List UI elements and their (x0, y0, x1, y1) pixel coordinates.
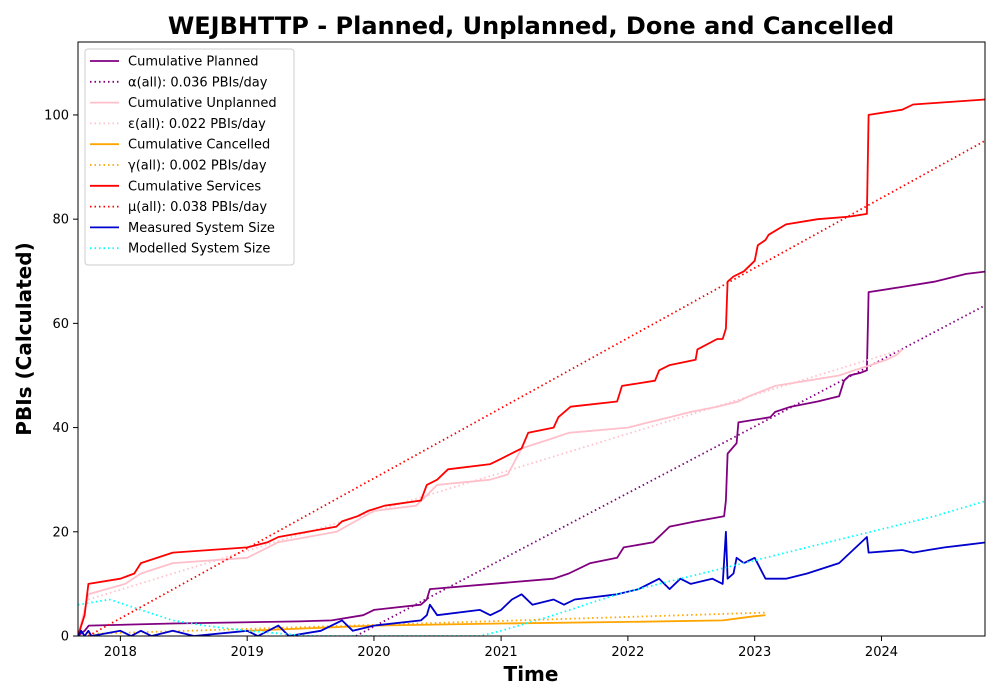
series-measured-system-size (78, 530, 985, 636)
series-cumulative-planned (78, 270, 985, 636)
legend-label: α(all): 0.036 PBIs/day (128, 75, 268, 90)
y-tick-label: 0 (61, 630, 69, 645)
series-all-0-002-pbis-day (88, 611, 766, 635)
series-cumulative-cancelled (247, 614, 766, 632)
legend-label: Cumulative Planned (128, 55, 258, 70)
legend-label: Cumulative Services (128, 179, 261, 194)
x-tick-label: 2018 (104, 645, 137, 660)
x-tick-label: 2021 (485, 645, 518, 660)
chart-title: WEJBHTTP - Planned, Unplanned, Done and … (168, 12, 894, 40)
y-axis: 0 20 40 60 80 100 (44, 108, 78, 645)
x-axis: 2018 2019 2020 2021 2022 2023 2024 (104, 636, 898, 660)
legend-label: Cumulative Unplanned (128, 96, 277, 111)
y-tick-label: 60 (52, 317, 69, 332)
y-axis-label: PBIs (Calculated) (12, 242, 36, 435)
x-tick-label: 2020 (357, 645, 390, 660)
legend-label: γ(all): 0.002 PBIs/day (128, 159, 267, 174)
legend-label: μ(all): 0.038 PBIs/day (128, 200, 267, 215)
legend-label: ε(all): 0.022 PBIs/day (128, 117, 266, 132)
legend-label: Cumulative Cancelled (128, 138, 270, 153)
series-cumulative-unplanned (78, 348, 903, 636)
series-layer (78, 98, 985, 636)
x-tick-label: 2022 (611, 645, 644, 660)
x-axis-label: Time (504, 662, 559, 686)
series-cumulative-services (78, 98, 985, 636)
series-modelled-system-size (78, 500, 985, 636)
y-tick-label: 20 (52, 525, 69, 540)
series-all-0-038-pbis-day (87, 139, 985, 636)
x-tick-label: 2019 (231, 645, 264, 660)
legend: Cumulative Planned α(all): 0.036 PBIs/day… (84, 48, 295, 266)
x-tick-label: 2023 (738, 645, 771, 660)
plot-frame (77, 41, 986, 637)
y-tick-label: 40 (52, 421, 69, 436)
legend-label: Measured System Size (128, 221, 275, 236)
x-tick-label: 2024 (865, 645, 898, 660)
y-tick-label: 80 (52, 213, 69, 228)
legend-box (84, 48, 295, 266)
legend-label: Modelled System Size (128, 242, 270, 257)
y-tick-label: 100 (44, 108, 69, 123)
